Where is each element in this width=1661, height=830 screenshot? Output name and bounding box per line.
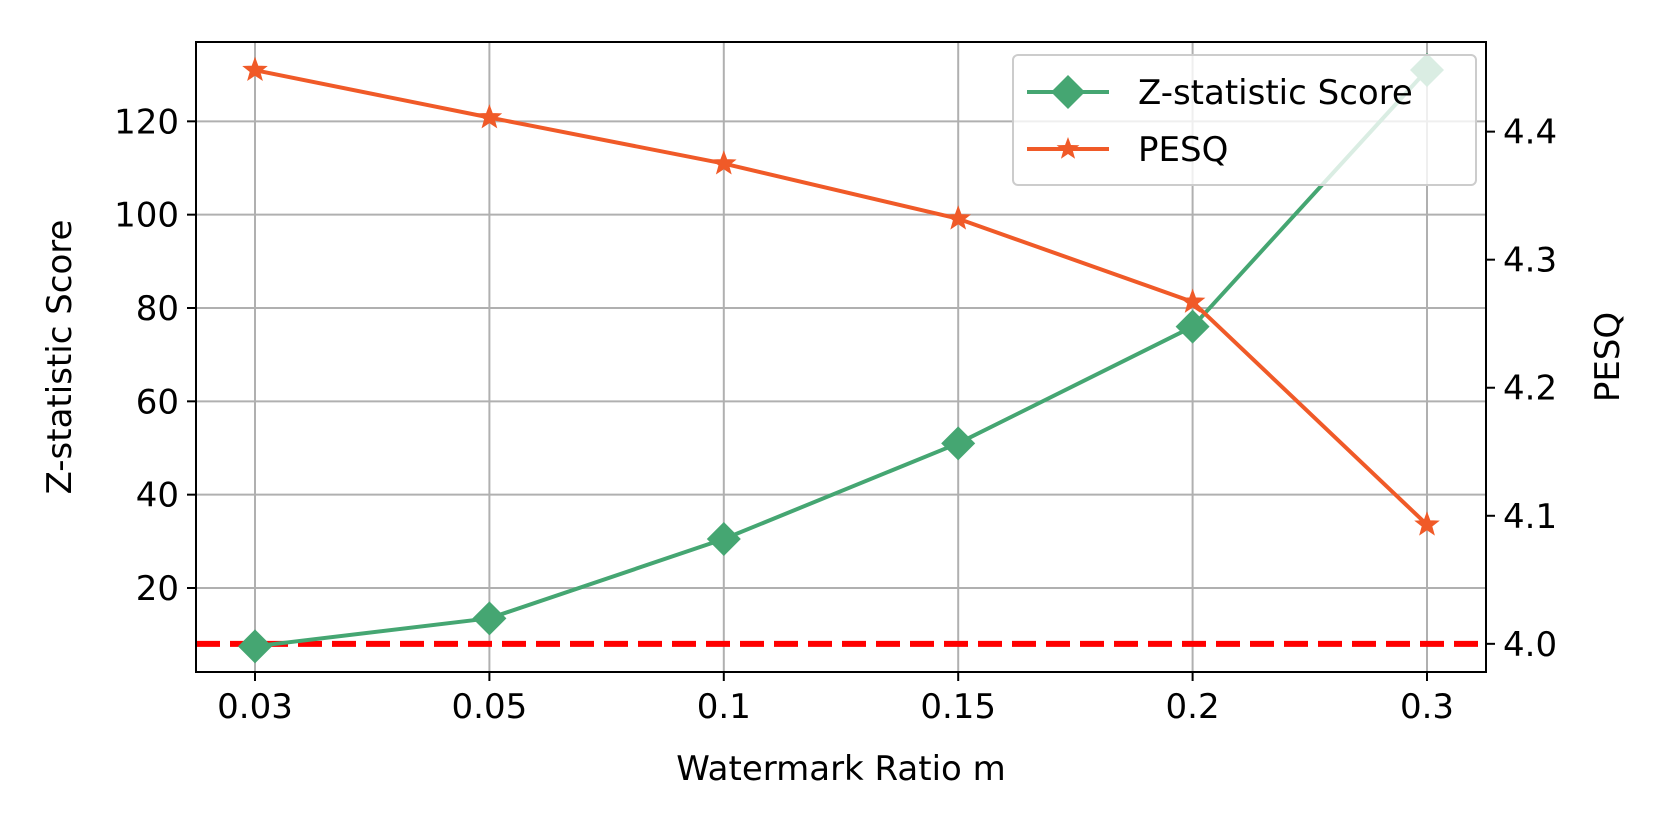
y-tick-label: 40 (136, 476, 179, 516)
x-tick-label: 0.3 (1400, 687, 1454, 727)
y-tick-label: 20 (136, 569, 179, 609)
y2-tick-label: 4.3 (1503, 241, 1557, 281)
pesq-point (476, 104, 503, 129)
pesq-point (242, 56, 268, 82)
pesq-point (1179, 288, 1206, 313)
x-tick-label: 0.2 (1166, 687, 1220, 727)
legend-star-marker (1056, 137, 1080, 159)
plot-frame (195, 41, 1487, 673)
x-tick-label: 0.15 (920, 687, 996, 727)
ticks-layer: 0.03 0.05 0.1 0.15 0.2 0.3 20 40 60 80 100 120 4.0 4.… (114, 102, 1557, 727)
y2-tick-label: 4.2 (1503, 369, 1557, 409)
pesq-point (945, 205, 971, 230)
y2-tick-label: 4.4 (1503, 113, 1557, 153)
legend-label-z-score: Z-statistic Score (1138, 73, 1413, 113)
y-axis-label: Z-statistic Score (40, 220, 80, 495)
z-score-point (1175, 309, 1210, 344)
series-line-pesq (254, 68, 1429, 527)
y2-axis-label: PESQ (1588, 312, 1628, 402)
y2-tick-label: 4.1 (1503, 497, 1557, 537)
pesq-point (1414, 511, 1440, 536)
series-line-z-score (254, 68, 1429, 649)
legend: Z-statistic Score PESQ (1012, 54, 1477, 186)
x-axis-label: Watermark Ratio m (676, 749, 1006, 789)
y-tick-label: 120 (114, 102, 179, 142)
y-tick-label: 80 (136, 289, 179, 329)
z-score-point (941, 426, 976, 461)
legend-label-pesq: PESQ (1138, 130, 1228, 170)
pesq-point (711, 150, 737, 175)
x-tick-label: 0.1 (697, 687, 751, 727)
legend-box (1012, 54, 1477, 186)
y-tick-label: 100 (114, 196, 179, 236)
z-score-point (238, 629, 272, 664)
x-tick-label: 0.03 (217, 687, 293, 727)
y2-tick-label: 4.0 (1503, 625, 1557, 665)
y-tick-label: 60 (136, 382, 179, 422)
z-score-point (472, 601, 507, 636)
z-score-point (706, 522, 741, 556)
x-tick-label: 0.05 (452, 687, 528, 727)
legend-diamond-marker (1051, 75, 1085, 109)
